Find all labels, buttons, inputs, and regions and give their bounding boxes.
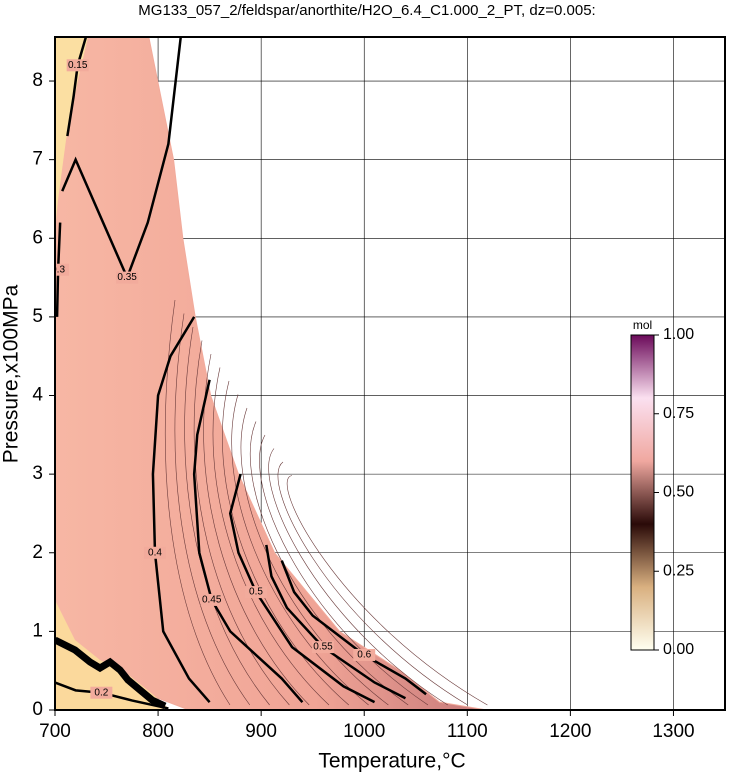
minor-contour xyxy=(174,313,251,706)
y-tick-label: 1 xyxy=(32,620,43,641)
contour-label-bg xyxy=(245,586,267,599)
colorbar-tick-label: 0.00 xyxy=(663,641,694,658)
x-tick-label: 1000 xyxy=(343,721,385,742)
plot-area: 0.4 0.45 0.5 0.55 0.6 0.35 0.15 0.3 0.2 xyxy=(51,37,488,710)
y-tick-label: 2 xyxy=(32,542,43,563)
low-value-region xyxy=(55,37,88,230)
x-tick-label: 1200 xyxy=(549,721,591,742)
contour-line xyxy=(151,316,211,703)
x-tick-label: 700 xyxy=(39,721,71,742)
contour-label-bg xyxy=(55,263,70,276)
y-tick-label: 3 xyxy=(32,463,43,484)
y-tick-label: 6 xyxy=(32,227,43,248)
minor-contour xyxy=(268,448,448,706)
x-axis-label: Temperature,°C xyxy=(318,750,465,773)
contour-label-bg xyxy=(143,546,166,559)
chart-title: MG133_057_2/feldspar/anorthite/H2O_6.4_C… xyxy=(138,2,595,19)
contour-label: 0.6 xyxy=(357,650,371,661)
contour-label-bg xyxy=(312,641,334,654)
field-edge xyxy=(55,636,167,710)
minor-contour xyxy=(286,475,488,706)
plot-frame xyxy=(54,36,726,711)
x-tick-label: 900 xyxy=(245,721,277,742)
y-tick-label: 4 xyxy=(32,385,43,406)
contour-label-bg xyxy=(200,593,223,606)
colorbar xyxy=(630,334,655,651)
contour-line xyxy=(265,544,407,700)
contour-label-bg xyxy=(90,686,113,699)
minor-contour xyxy=(231,394,369,706)
contour-label: 0.35 xyxy=(117,272,137,283)
colorbar-tick-label: 0.75 xyxy=(663,405,694,422)
minor-contour xyxy=(193,340,290,706)
y-axis-label: Pressure,x100MPa xyxy=(0,284,23,463)
x-tick-label: 800 xyxy=(142,721,174,742)
contour-label: 0.5 xyxy=(249,587,263,598)
minor-contour xyxy=(212,367,330,706)
minor-contour xyxy=(184,326,270,706)
contour-label-bg xyxy=(353,648,376,661)
contour-line xyxy=(66,37,88,137)
colorbar-tick-label: 0.50 xyxy=(663,484,694,501)
contour-label: 0.55 xyxy=(313,642,333,653)
y-tick-label: 5 xyxy=(32,306,43,327)
x-tick-label: 1100 xyxy=(447,721,488,742)
colorbar-tick-label: 1.00 xyxy=(663,326,694,343)
colorbar-label: mol xyxy=(633,318,652,332)
x-tick-label: 1300 xyxy=(652,721,694,742)
y-tick-label: 0 xyxy=(32,699,43,720)
y-tick-label: 8 xyxy=(32,70,43,91)
contour-label-bg xyxy=(116,271,139,284)
colorbar-tick-label: 0.25 xyxy=(663,562,694,579)
contour-line xyxy=(280,560,427,696)
contour-label: 0.3 xyxy=(51,264,65,275)
minor-contour xyxy=(249,421,409,706)
y-tick-label: 7 xyxy=(32,149,43,170)
minor-contour xyxy=(240,407,389,706)
minor-contour xyxy=(222,380,349,706)
contour-label: 0.45 xyxy=(202,595,222,606)
contour-label-bg xyxy=(66,59,89,72)
contour-label: 0.15 xyxy=(68,60,88,71)
minor-contour xyxy=(259,434,429,706)
contour-label: 0.4 xyxy=(148,547,162,558)
contour-label: 0.2 xyxy=(94,687,108,698)
contour-line xyxy=(192,379,304,703)
minor-contour xyxy=(165,299,231,706)
low-value-region xyxy=(55,600,170,710)
